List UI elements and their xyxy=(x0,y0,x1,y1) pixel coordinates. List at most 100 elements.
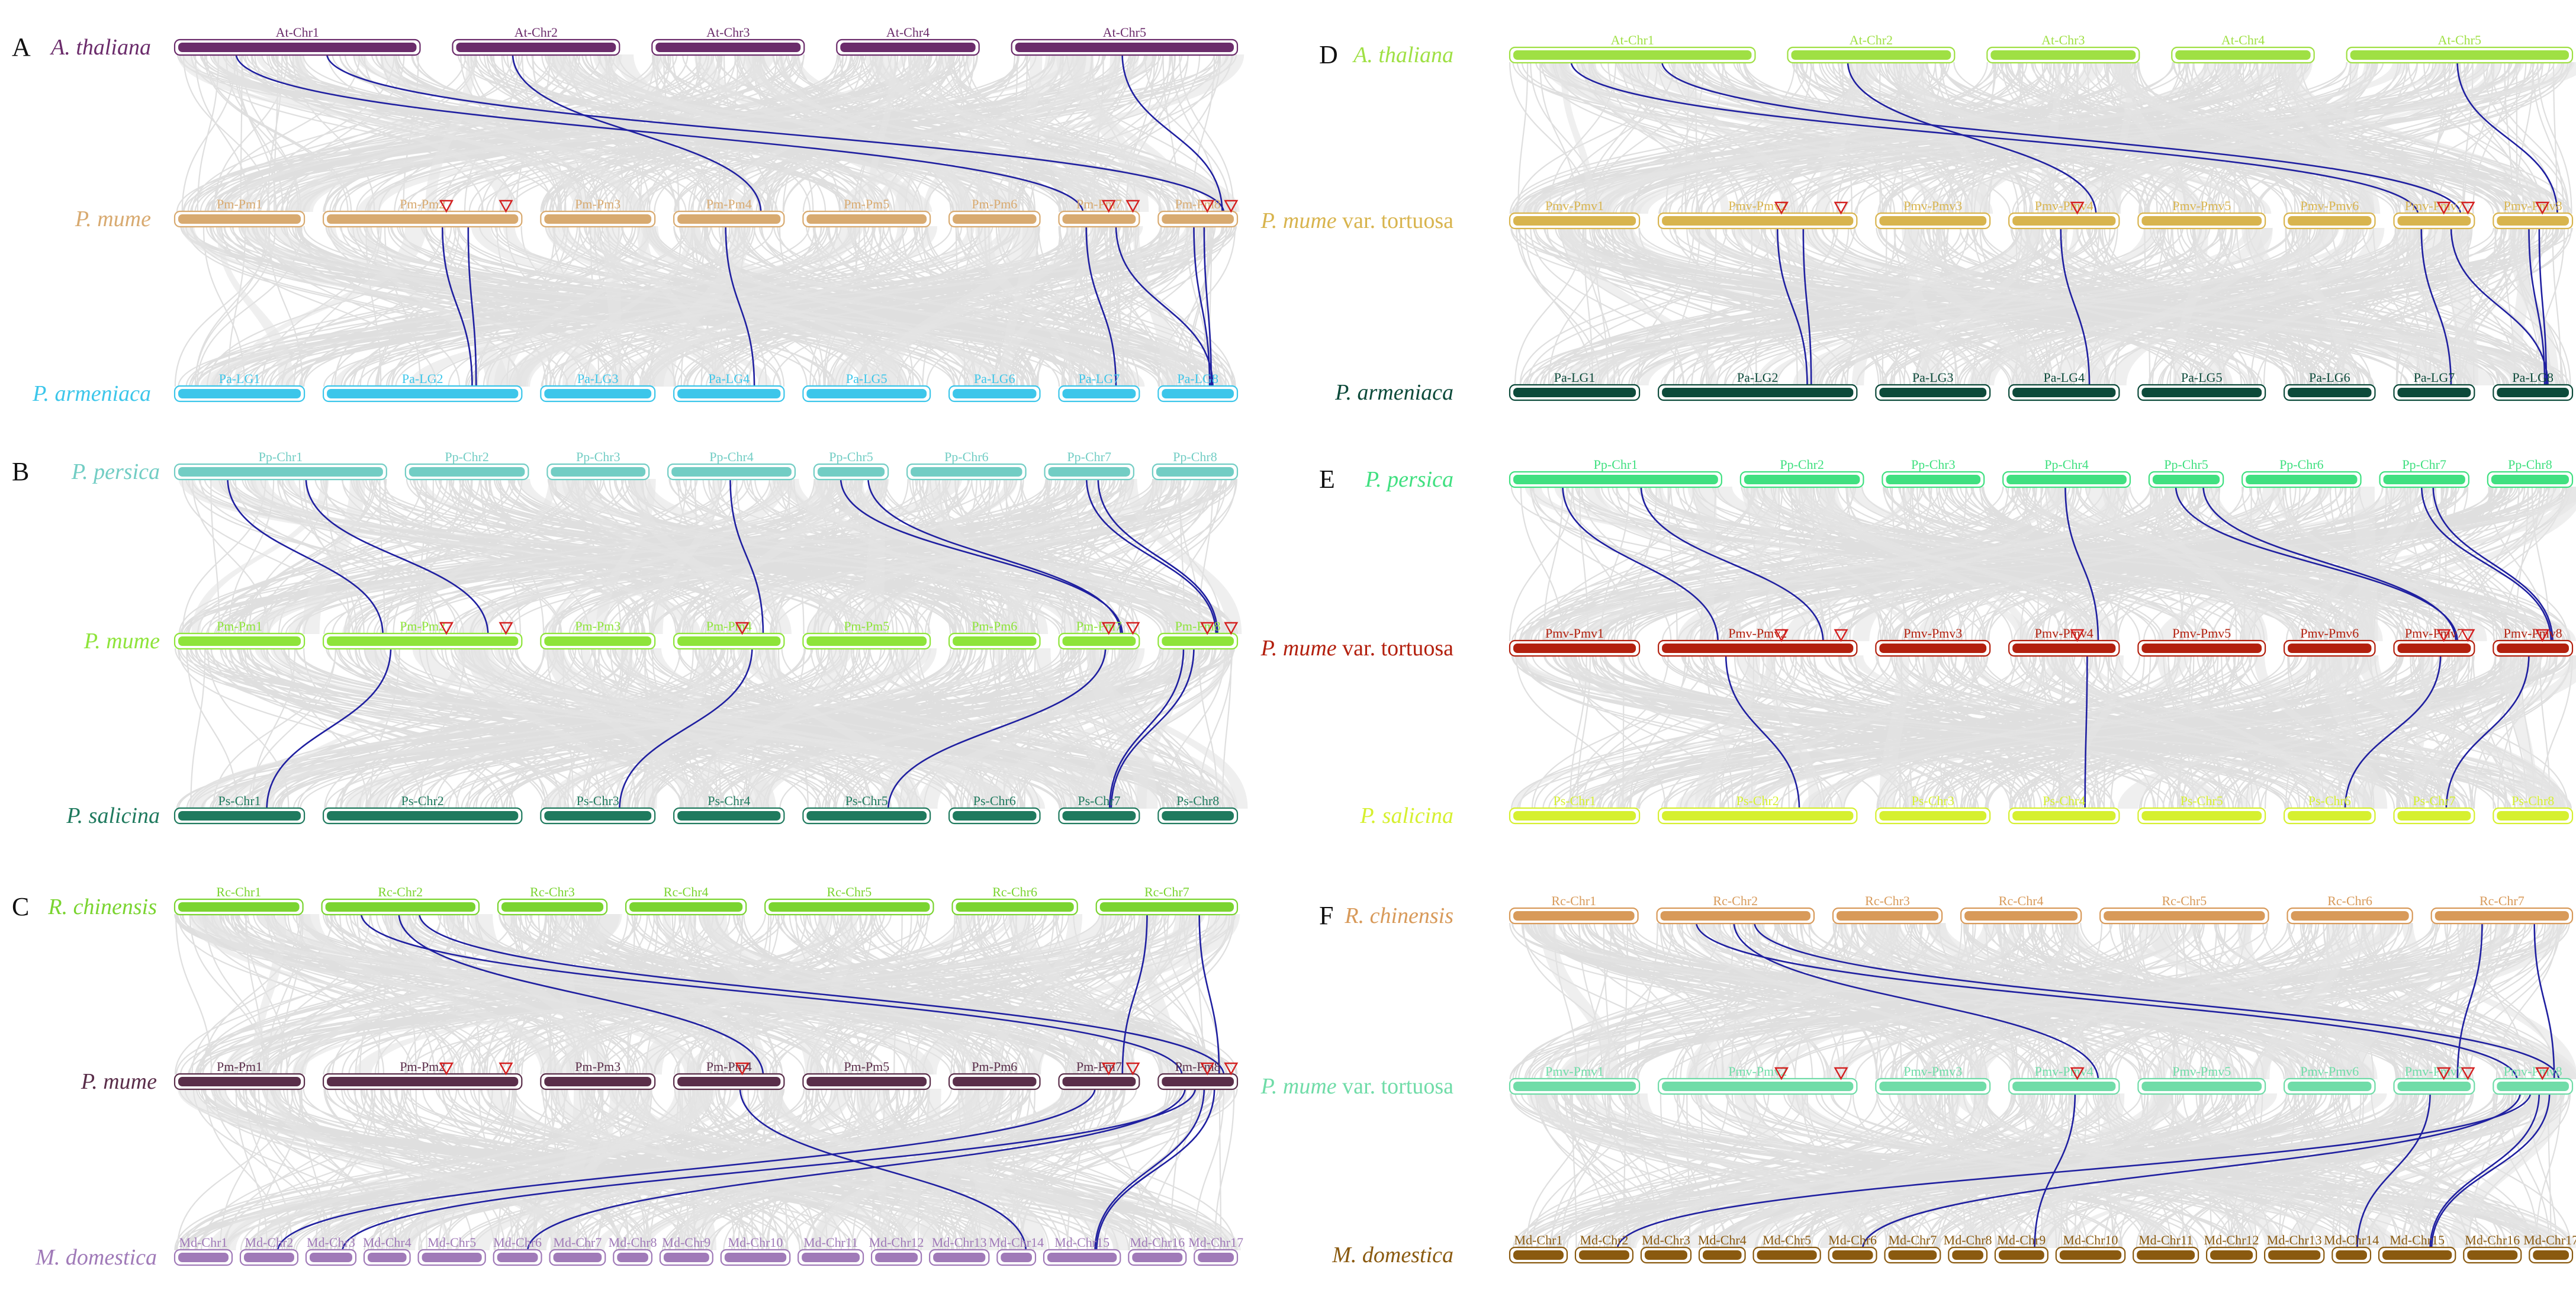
chromosome-a-pm-pm1[interactable] xyxy=(173,210,305,228)
chromosome-e-ps-chr3[interactable] xyxy=(1875,807,1991,825)
chromosome-b-pm-pm6[interactable] xyxy=(948,632,1041,650)
chromosome-e-ps-chr1[interactable] xyxy=(1509,807,1641,825)
chromosome-e-pp-chr5[interactable] xyxy=(2148,471,2224,488)
chromosome-b-ps-chr6[interactable] xyxy=(948,807,1041,825)
chromosome-f-rc-chr5[interactable] xyxy=(2099,907,2269,925)
chromosome-a-pa-lg1[interactable] xyxy=(173,385,305,403)
chromosome-f-md-chr13[interactable] xyxy=(2264,1246,2325,1264)
chromosome-a-at-chr1[interactable] xyxy=(173,38,421,56)
chromosome-c-pm-pm1[interactable] xyxy=(173,1073,305,1090)
chromosome-c-rc-chr6[interactable] xyxy=(951,898,1078,916)
chromosome-f-md-chr17[interactable] xyxy=(2529,1246,2574,1264)
chromosome-e-ps-chr8[interactable] xyxy=(2493,807,2574,825)
chromosome-d-pa-lg4[interactable] xyxy=(2008,384,2120,401)
chromosome-c-rc-chr3[interactable] xyxy=(497,898,608,916)
chromosome-a-pa-lg8[interactable] xyxy=(1157,385,1239,403)
chromosome-f-pmv-pmv1[interactable] xyxy=(1509,1077,1641,1095)
chromosome-c-md-chr1[interactable] xyxy=(173,1249,233,1266)
chromosome-b-pm-pm5[interactable] xyxy=(802,632,931,650)
chromosome-b-pp-chr7[interactable] xyxy=(1044,463,1134,481)
chromosome-c-rc-chr1[interactable] xyxy=(173,898,304,916)
chromosome-c-md-chr3[interactable] xyxy=(305,1249,357,1266)
chromosome-b-pp-chr4[interactable] xyxy=(667,463,796,481)
chromosome-c-md-chr13[interactable] xyxy=(929,1249,990,1266)
chromosome-e-pp-chr6[interactable] xyxy=(2241,471,2362,488)
chromosome-e-ps-chr4[interactable] xyxy=(2008,807,2120,825)
chromosome-f-pmv-pmv8[interactable] xyxy=(2493,1077,2574,1095)
chromosome-e-pmv-pmv2[interactable] xyxy=(1658,639,1858,657)
chromosome-c-md-chr7[interactable] xyxy=(549,1249,606,1266)
chromosome-c-pm-pm6[interactable] xyxy=(948,1073,1041,1090)
chromosome-c-md-chr8[interactable] xyxy=(613,1249,653,1266)
chromosome-c-pm-pm3[interactable] xyxy=(540,1073,656,1090)
chromosome-c-pm-pm8[interactable] xyxy=(1157,1073,1239,1090)
chromosome-d-pmv-pmv7[interactable] xyxy=(2393,212,2475,230)
chromosome-e-pp-chr4[interactable] xyxy=(2002,471,2131,488)
chromosome-f-md-chr16[interactable] xyxy=(2463,1246,2522,1264)
chromosome-c-pm-pm2[interactable] xyxy=(323,1073,523,1090)
chromosome-a-at-chr5[interactable] xyxy=(1011,38,1239,56)
chromosome-e-pp-chr1[interactable] xyxy=(1509,471,1722,488)
chromosome-d-pa-lg7[interactable] xyxy=(2393,384,2475,401)
chromosome-f-md-chr4[interactable] xyxy=(1698,1246,1746,1264)
chromosome-c-md-chr14[interactable] xyxy=(996,1249,1037,1266)
chromosome-e-pp-chr7[interactable] xyxy=(2379,471,2469,488)
chromosome-a-pm-pm3[interactable] xyxy=(540,210,656,228)
chromosome-f-md-chr8[interactable] xyxy=(1948,1246,1988,1264)
chromosome-f-pmv-pmv3[interactable] xyxy=(1875,1077,1991,1095)
chromosome-c-md-chr2[interactable] xyxy=(239,1249,299,1266)
chromosome-f-md-chr10[interactable] xyxy=(2055,1246,2126,1264)
chromosome-b-pp-chr3[interactable] xyxy=(546,463,650,481)
chromosome-e-ps-chr5[interactable] xyxy=(2137,807,2266,825)
chromosome-a-at-chr3[interactable] xyxy=(651,38,805,56)
chromosome-f-md-chr7[interactable] xyxy=(1884,1246,1941,1264)
chromosome-d-pmv-pmv4[interactable] xyxy=(2008,212,2120,230)
chromosome-b-pp-chr8[interactable] xyxy=(1152,463,1239,481)
chromosome-b-ps-chr7[interactable] xyxy=(1058,807,1140,825)
chromosome-a-pa-lg4[interactable] xyxy=(673,385,785,403)
chromosome-c-pm-pm5[interactable] xyxy=(802,1073,931,1090)
chromosome-b-pp-chr5[interactable] xyxy=(813,463,889,481)
chromosome-f-md-chr9[interactable] xyxy=(1994,1246,2048,1264)
chromosome-b-pm-pm3[interactable] xyxy=(540,632,656,650)
chromosome-f-rc-chr1[interactable] xyxy=(1509,907,1639,925)
chromosome-f-md-chr3[interactable] xyxy=(1640,1246,1692,1264)
chromosome-b-ps-chr1[interactable] xyxy=(173,807,305,825)
chromosome-b-ps-chr2[interactable] xyxy=(323,807,523,825)
chromosome-c-md-chr9[interactable] xyxy=(659,1249,713,1266)
chromosome-c-rc-chr7[interactable] xyxy=(1095,898,1239,916)
chromosome-c-md-chr15[interactable] xyxy=(1043,1249,1121,1266)
chromosome-f-md-chr2[interactable] xyxy=(1574,1246,1634,1264)
chromosome-f-md-chr15[interactable] xyxy=(2378,1246,2456,1264)
chromosome-d-at-chr5[interactable] xyxy=(2346,46,2574,64)
chromosome-a-pm-pm2[interactable] xyxy=(323,210,523,228)
chromosome-e-pmv-pmv7[interactable] xyxy=(2393,639,2475,657)
chromosome-b-pp-chr1[interactable] xyxy=(173,463,387,481)
chromosome-f-rc-chr7[interactable] xyxy=(2430,907,2574,925)
chromosome-c-md-chr10[interactable] xyxy=(720,1249,791,1266)
chromosome-a-pm-pm5[interactable] xyxy=(802,210,931,228)
chromosome-c-rc-chr2[interactable] xyxy=(321,898,480,916)
chromosome-a-pa-lg7[interactable] xyxy=(1058,385,1140,403)
chromosome-d-at-chr1[interactable] xyxy=(1509,46,1756,64)
chromosome-d-pa-lg3[interactable] xyxy=(1875,384,1991,401)
chromosome-b-ps-chr5[interactable] xyxy=(802,807,931,825)
chromosome-c-pm-pm4[interactable] xyxy=(673,1073,785,1090)
chromosome-d-at-chr3[interactable] xyxy=(1986,46,2140,64)
chromosome-b-pm-pm4[interactable] xyxy=(673,632,785,650)
chromosome-b-pm-pm2[interactable] xyxy=(323,632,523,650)
chromosome-e-pmv-pmv8[interactable] xyxy=(2493,639,2574,657)
chromosome-a-at-chr2[interactable] xyxy=(452,38,620,56)
chromosome-f-md-chr6[interactable] xyxy=(1828,1246,1877,1264)
chromosome-b-ps-chr3[interactable] xyxy=(540,807,656,825)
chromosome-e-pp-chr3[interactable] xyxy=(1882,471,1985,488)
chromosome-e-pp-chr8[interactable] xyxy=(2487,471,2574,488)
chromosome-a-pm-pm7[interactable] xyxy=(1058,210,1140,228)
chromosome-d-pa-lg1[interactable] xyxy=(1509,384,1641,401)
chromosome-d-pmv-pmv3[interactable] xyxy=(1875,212,1991,230)
chromosome-c-pm-pm7[interactable] xyxy=(1058,1073,1140,1090)
chromosome-d-pmv-pmv8[interactable] xyxy=(2493,212,2574,230)
chromosome-c-md-chr5[interactable] xyxy=(417,1249,486,1266)
chromosome-c-md-chr17[interactable] xyxy=(1194,1249,1239,1266)
chromosome-f-md-chr1[interactable] xyxy=(1509,1246,1568,1264)
